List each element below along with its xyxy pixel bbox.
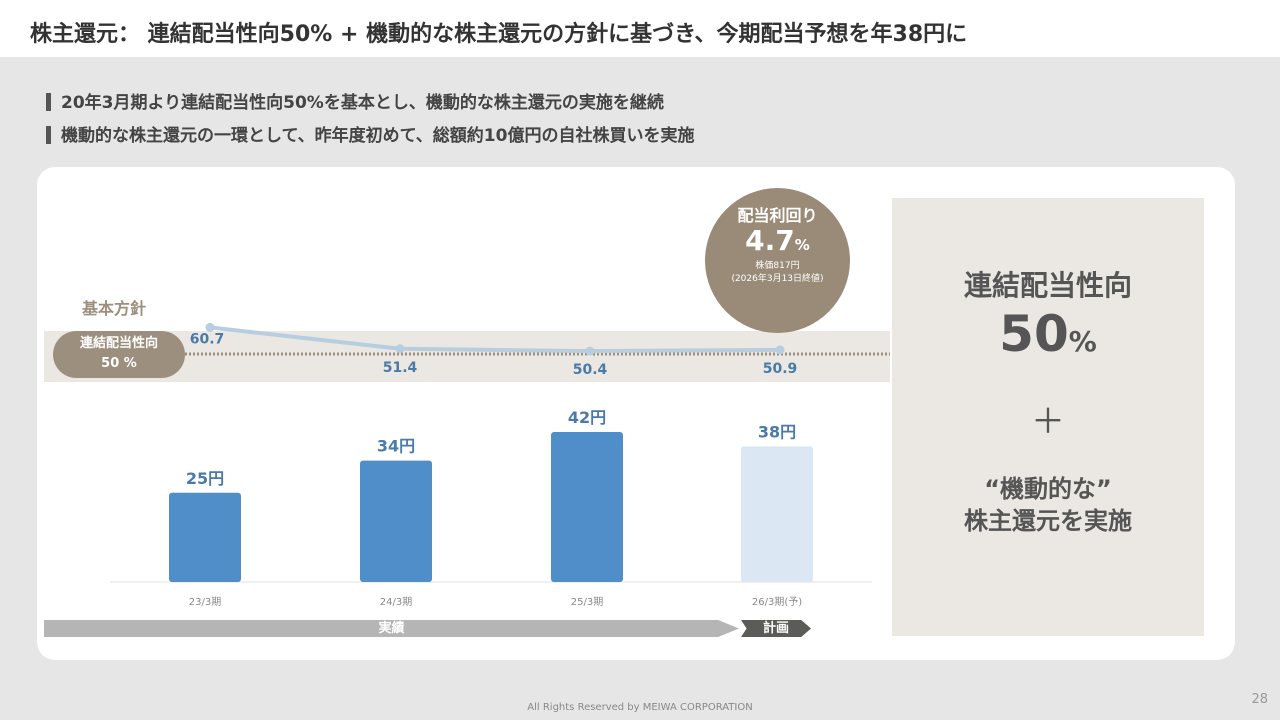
plan-arrow: 計画 <box>741 620 811 637</box>
bar-label-1: 34円 <box>377 437 415 456</box>
bar-3 <box>741 446 813 582</box>
payout-point-2 <box>585 346 595 356</box>
policy-summary-panel: 連結配当性向 50% ＋ “機動的な” 株主還元を実施 <box>892 198 1204 636</box>
bar-1 <box>360 460 432 582</box>
copyright: All Rights Reserved by MEIWA CORPORATION <box>527 702 753 713</box>
payout-point-1 <box>395 344 405 354</box>
policy-label: 基本方針 <box>82 299 147 318</box>
bar-2 <box>551 432 623 582</box>
summary-plus: ＋ <box>1031 402 1065 442</box>
pill-line2: 50 % <box>101 356 137 371</box>
summary-line1: 連結配当性向 <box>963 269 1132 302</box>
bullet-2: 機動的な株主還元の一環として、昨年度初めて、総額約10億円の自社株買いを実施 <box>46 121 694 146</box>
policy-pill: 連結配当性向 50 % <box>53 331 185 378</box>
yield-note: (2026年3月13日終値) <box>731 274 824 284</box>
payout-point-3 <box>775 345 785 355</box>
payout-label-0: 60.7 <box>190 331 225 347</box>
bullet-1: 20年3月期より連結配当性向50%を基本とし、機動的な株主還元の実施を継続 <box>46 88 664 113</box>
bar-0 <box>169 492 241 582</box>
page-title: 株主還元： 連結配当性向50% + 機動的な株主還元の方針に基づき、今期配当予想… <box>30 22 968 47</box>
yield-badge: 配当利回り 4.7% 株価817円 (2026年3月13日終値) <box>705 188 850 333</box>
yield-title: 配当利回り <box>737 206 818 225</box>
bar-label-0: 25円 <box>186 469 224 488</box>
bar-label-3: 38円 <box>758 422 796 441</box>
summary-number: 50 <box>999 305 1069 363</box>
header-bar: 株主還元： 連結配当性向50% + 機動的な株主還元の方針に基づき、今期配当予想… <box>0 0 1280 57</box>
yield-unit: % <box>794 236 810 254</box>
payout-point-0 <box>205 322 215 332</box>
summary-unit: % <box>1068 325 1097 358</box>
payout-label-2: 50.4 <box>573 362 608 378</box>
summary-line3: “機動的な” <box>984 475 1112 503</box>
pill-line1: 連結配当性向 <box>79 336 158 351</box>
x-tick-1: 24/3期 <box>380 596 412 608</box>
payout-label-1: 51.4 <box>383 360 418 376</box>
policy-band <box>44 331 890 382</box>
payout-label-3: 50.9 <box>763 361 798 377</box>
x-tick-2: 25/3期 <box>571 596 603 608</box>
summary-line4: 株主還元を実施 <box>964 507 1132 535</box>
yield-value: 4.7% <box>705 226 850 260</box>
x-tick-0: 23/3期 <box>189 596 221 608</box>
page-number: 28 <box>1251 692 1268 707</box>
yield-number: 4.7 <box>745 224 795 257</box>
summary-value: 50% <box>892 304 1204 372</box>
bar-label-2: 42円 <box>568 408 606 427</box>
x-tick-3: 26/3期(予) <box>752 596 802 608</box>
payout-line <box>209 325 781 354</box>
actual-arrow: 実績 <box>44 620 739 637</box>
yield-price: 株価817円 <box>755 261 800 271</box>
